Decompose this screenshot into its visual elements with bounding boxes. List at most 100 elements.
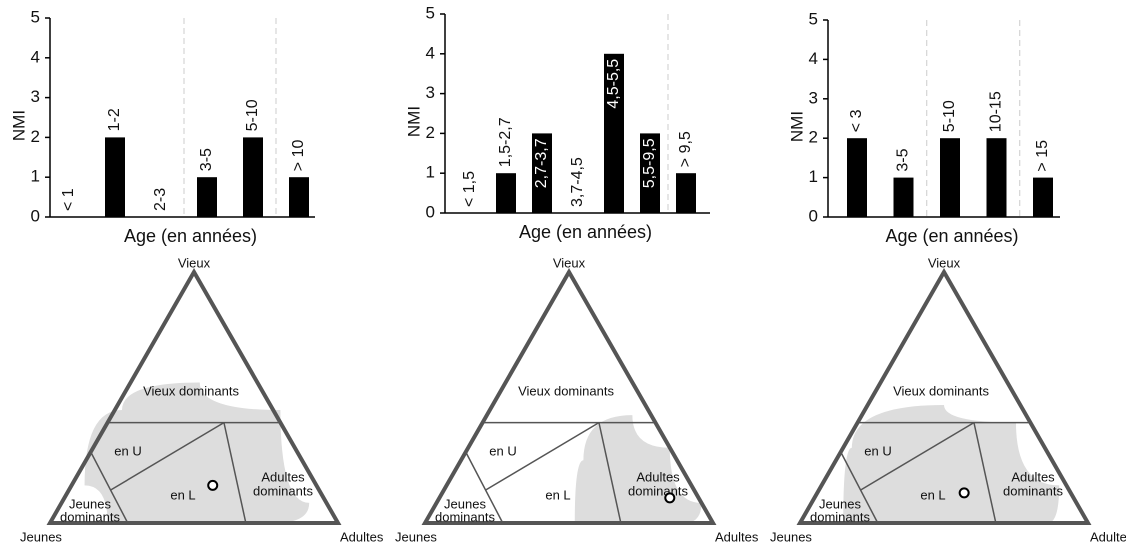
corner-label: Jeunes [395,529,437,544]
corner-label: Adultes [1090,529,1126,544]
data-point [664,492,676,504]
region-label: dominants [628,483,688,498]
x-axis-label: Age (en années) [885,226,1018,246]
region-label: Adultes [636,469,680,484]
region-label: en U [114,443,141,458]
region-label: en L [545,487,570,502]
y-tick-label: 4 [31,47,40,66]
region-label: en U [489,443,516,458]
bar [986,138,1007,217]
region-border [598,422,622,524]
region-label: Vieux dominants [143,383,239,398]
category-label: 1-2 [106,108,123,131]
category-label: < 1 [60,188,77,211]
bar [604,53,624,213]
y-tick-label: 1 [809,167,818,186]
region-label: dominants [810,509,870,524]
y-tick-label: 4 [426,43,435,62]
y-axis-label: NMI [404,106,423,137]
bar [105,137,125,217]
region-label: Jeunes [444,496,486,511]
y-tick-label: 3 [31,87,40,106]
corner-label: Vieux [928,255,961,270]
category-label: 2,7-3,7 [533,138,550,188]
y-tick-label: 0 [31,206,40,225]
region-label: dominants [435,509,495,524]
bar [847,138,867,217]
y-axis-label: NMI [9,110,28,141]
category-label: < 3 [848,109,865,132]
y-tick-label: 5 [426,3,435,22]
region-border [223,422,247,524]
category-label: > 10 [290,140,307,172]
triangle [421,267,717,525]
bar [1033,177,1053,217]
category-label: 2-3 [152,188,169,211]
y-axis-label: NMI [787,111,806,142]
corner-label: Vieux [553,255,586,270]
bar [940,138,960,217]
y-tick-label: 3 [809,88,818,107]
region-label: dominants [60,509,120,524]
corner-label: Jeunes [20,529,62,544]
bar [893,177,914,217]
y-tick-label: 1 [426,163,435,182]
corner-label: Jeunes [770,529,812,544]
region-label: dominants [253,483,313,498]
y-tick-label: 4 [809,49,818,68]
category-label: 5,5-9,5 [641,138,658,188]
y-tick-label: 0 [809,206,818,225]
region-label: Jeunes [819,496,861,511]
region-border [465,451,504,524]
region-border [110,421,225,491]
bar [640,133,660,213]
category-label: 1,5-2,7 [497,117,514,167]
bar [532,133,552,213]
region-label: dominants [1003,483,1063,498]
region-border [860,421,975,491]
category-label: 3,7-4,5 [569,157,586,207]
data-point [958,487,970,499]
region-label: Adultes [261,469,305,484]
x-axis-label: Age (en années) [519,222,652,242]
category-label: < 1,5 [461,171,478,207]
category-label: 3-5 [198,148,215,171]
y-tick-label: 5 [809,9,818,28]
y-tick-label: 2 [426,123,435,142]
y-tick-label: 1 [31,167,40,186]
category-label: 5-10 [244,99,261,131]
corner-label: Vieux [178,255,211,270]
region-label: en U [864,443,891,458]
category-label: 5-10 [941,100,958,132]
region-label: en L [170,487,195,502]
category-label: 10-15 [988,91,1005,132]
confidence-area [843,405,1060,523]
region-label: Vieux dominants [518,383,614,398]
category-label: > 9,5 [677,131,694,167]
region-border [840,451,879,524]
bar [496,173,516,213]
region-label: Vieux dominants [893,383,989,398]
y-tick-label: 2 [31,127,40,146]
category-label: > 15 [1034,140,1051,172]
category-label: 3-5 [895,148,912,171]
bar [197,177,217,217]
triangle [796,267,1092,525]
region-border [973,422,997,524]
region-label: Adultes [1011,469,1055,484]
corner-label: Adultes [715,529,759,544]
bar [676,173,696,213]
region-label: Jeunes [69,496,111,511]
region-border [485,421,600,491]
data-point [207,479,219,491]
y-tick-label: 5 [31,7,40,26]
region-border [90,451,129,524]
corner-label: Adultes [340,529,384,544]
y-tick-label: 3 [426,83,435,102]
category-label: 4,5-5,5 [605,59,622,109]
bar [289,177,309,217]
y-tick-label: 0 [426,202,435,221]
region-label: en L [920,487,945,502]
triangle [46,267,342,525]
